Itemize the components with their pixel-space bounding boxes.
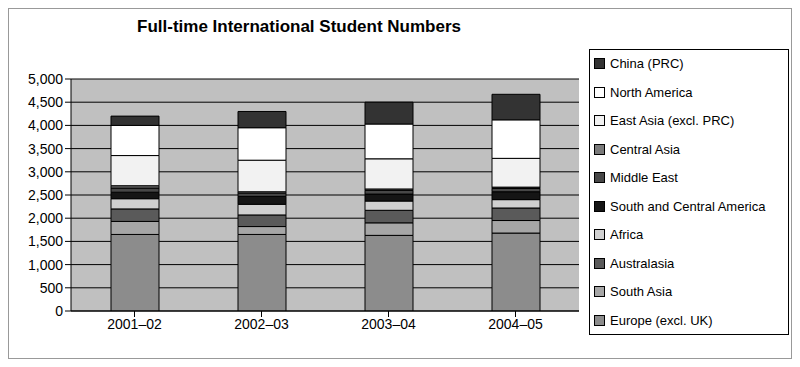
- html-text:Full-time International Studen: Full-time International Student Numbers: [137, 17, 461, 36]
- svg-text:2001–02: 2001–02: [107, 316, 162, 332]
- svg-text:2003–04: 2003–04: [361, 316, 416, 332]
- svg-text:2002–03: 2002–03: [234, 316, 289, 332]
- html-text:Australasia: Australasia: [610, 255, 675, 271]
- html-text:East Asia (excl. PRC): East Asia (excl. PRC): [610, 113, 735, 129]
- html-text:North America: North America: [610, 84, 693, 100]
- html-text:Africa: Africa: [610, 227, 644, 243]
- svg-text:1,500: 1,500: [28, 233, 63, 249]
- svg-text:3,000: 3,000: [28, 164, 63, 180]
- svg-text:5,000: 5,000: [28, 71, 63, 87]
- html-text:China (PRC): China (PRC): [610, 56, 684, 71]
- svg-text:3,500: 3,500: [28, 141, 63, 157]
- html-text:Europe (excl. UK): Europe (excl. UK): [610, 312, 713, 328]
- svg-text:1,000: 1,000: [28, 257, 63, 273]
- html-text:Middle East: Middle East: [610, 170, 678, 186]
- html-text:Central Asia: Central Asia: [610, 141, 681, 157]
- html-text:South Asia: South Asia: [610, 284, 673, 300]
- html-text:South and Central America: South and Central America: [610, 198, 766, 214]
- svg-text:2,000: 2,000: [28, 210, 63, 226]
- svg-text:2004–05: 2004–05: [488, 316, 543, 332]
- svg-text:500: 500: [40, 280, 64, 296]
- svg-text:0: 0: [55, 303, 63, 319]
- svg-text:2,500: 2,500: [28, 187, 63, 203]
- svg-text:4,500: 4,500: [28, 94, 63, 110]
- svg-text:4,000: 4,000: [28, 117, 63, 133]
